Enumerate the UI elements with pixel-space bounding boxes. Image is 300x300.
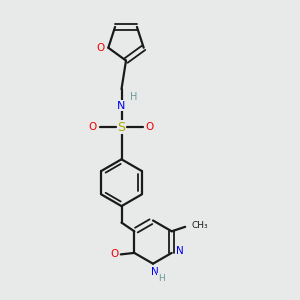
Text: S: S	[118, 121, 125, 134]
Text: O: O	[89, 122, 97, 132]
Text: O: O	[146, 122, 154, 132]
Text: N: N	[176, 246, 184, 256]
Text: O: O	[110, 249, 118, 260]
Text: O: O	[97, 43, 105, 53]
Text: CH₃: CH₃	[192, 221, 208, 230]
Text: H: H	[130, 92, 138, 102]
Text: N: N	[117, 100, 126, 111]
Text: N: N	[151, 267, 158, 277]
Text: H: H	[158, 274, 165, 283]
